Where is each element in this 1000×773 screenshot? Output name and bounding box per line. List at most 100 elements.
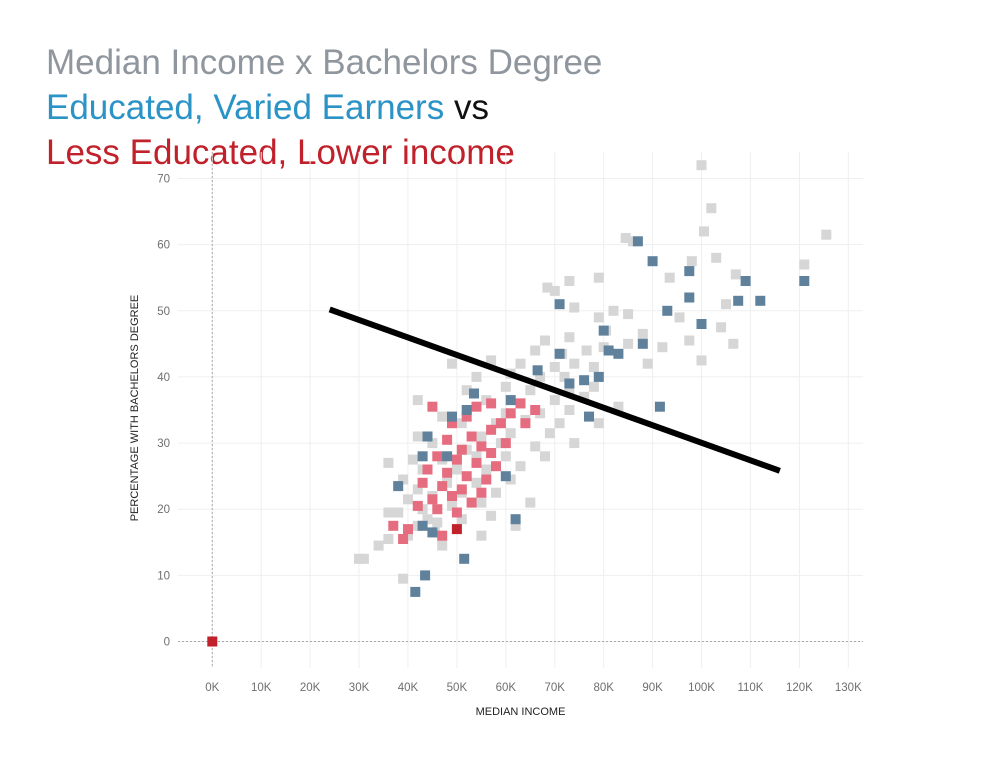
data-point bbox=[412, 395, 423, 406]
data-point bbox=[549, 285, 560, 296]
data-point bbox=[593, 272, 604, 283]
data-point bbox=[549, 362, 560, 372]
data-point bbox=[451, 524, 462, 535]
chart-title-block: Median Income x Bachelors Degree Educate… bbox=[46, 40, 602, 175]
data-point bbox=[544, 428, 555, 439]
data-point bbox=[471, 371, 482, 382]
data-point bbox=[696, 355, 707, 366]
data-point bbox=[696, 319, 707, 329]
data-point bbox=[447, 411, 457, 422]
data-point bbox=[721, 299, 731, 310]
data-point bbox=[407, 454, 418, 465]
data-point bbox=[520, 418, 531, 429]
data-point bbox=[476, 487, 487, 498]
data-point bbox=[684, 335, 695, 346]
data-point bbox=[716, 322, 727, 333]
y-axis-label: PERCENTAGE WITH BACHELORS DEGREE bbox=[129, 295, 141, 522]
data-point bbox=[422, 431, 433, 442]
data-point bbox=[420, 570, 431, 581]
data-point bbox=[403, 494, 413, 505]
data-point bbox=[662, 305, 673, 316]
data-point bbox=[403, 524, 413, 535]
data-point bbox=[593, 371, 604, 382]
data-point bbox=[417, 451, 428, 462]
data-point bbox=[447, 418, 457, 429]
data-point bbox=[469, 388, 479, 399]
y-axis-ticks: 0 10 20 30 40 50 60 70 bbox=[157, 173, 170, 648]
data-point bbox=[510, 520, 521, 531]
data-point bbox=[432, 517, 443, 528]
data-point bbox=[442, 451, 453, 462]
zero-lines bbox=[178, 152, 863, 668]
x-tick-label: 100K bbox=[688, 682, 715, 694]
chart-title: Median Income x Bachelors Degree bbox=[46, 43, 603, 82]
data-point bbox=[500, 451, 511, 462]
data-point bbox=[398, 474, 409, 485]
data-point bbox=[728, 338, 739, 349]
data-point bbox=[393, 507, 404, 518]
data-point bbox=[799, 276, 810, 286]
data-point bbox=[459, 553, 470, 564]
x-axis-label: MEDIAN INCOME bbox=[476, 706, 566, 718]
data-point bbox=[456, 418, 467, 429]
grid-lines bbox=[178, 152, 863, 668]
x-axis-ticks: 0K 10K 20K 30K 40K 50K 60K 70K 80K 90K 100K 110K 120… bbox=[205, 682, 862, 694]
data-point bbox=[525, 497, 536, 508]
data-points bbox=[207, 160, 832, 647]
data-point bbox=[481, 474, 492, 485]
data-point bbox=[427, 401, 438, 412]
data-point bbox=[733, 295, 744, 306]
data-point bbox=[699, 226, 709, 237]
y-tick-label: 40 bbox=[157, 372, 170, 384]
data-point bbox=[564, 276, 575, 286]
data-point bbox=[417, 477, 428, 488]
data-point bbox=[647, 256, 658, 267]
data-point bbox=[461, 471, 472, 482]
data-point bbox=[530, 405, 541, 415]
data-point bbox=[740, 276, 751, 286]
data-point bbox=[500, 381, 511, 392]
data-point bbox=[486, 355, 497, 366]
data-point bbox=[530, 441, 541, 452]
data-point bbox=[451, 464, 462, 475]
data-point bbox=[674, 312, 685, 323]
data-point bbox=[471, 477, 482, 488]
data-point bbox=[569, 358, 580, 369]
data-point bbox=[422, 464, 433, 475]
data-point bbox=[417, 520, 428, 531]
data-point bbox=[564, 385, 575, 396]
y-tick-label: 10 bbox=[157, 570, 170, 582]
data-point bbox=[491, 461, 501, 472]
subtitle-educated: Educated bbox=[46, 88, 194, 127]
data-point bbox=[461, 411, 472, 422]
x-tick-label: 50K bbox=[447, 682, 468, 694]
data-point bbox=[447, 491, 457, 501]
data-point bbox=[410, 586, 421, 597]
data-point bbox=[461, 405, 472, 415]
x-tick-label: 120K bbox=[786, 682, 813, 694]
y-tick-label: 50 bbox=[157, 306, 170, 318]
data-point bbox=[491, 487, 501, 498]
data-point bbox=[510, 514, 521, 525]
data-point bbox=[427, 438, 438, 449]
data-point bbox=[535, 371, 546, 382]
data-point bbox=[412, 500, 423, 511]
data-point bbox=[481, 464, 492, 475]
data-point bbox=[437, 540, 448, 551]
chart-subtitle-line-3: Less Educated, Lower income bbox=[46, 133, 515, 172]
data-point bbox=[373, 540, 384, 551]
data-point bbox=[632, 236, 643, 247]
chart-subtitle-line-2: Educated, Varied Earners vs bbox=[46, 85, 602, 130]
x-tick-label: 60K bbox=[496, 682, 517, 694]
data-point bbox=[525, 385, 536, 396]
data-point bbox=[532, 365, 543, 376]
data-point bbox=[554, 299, 565, 310]
data-point bbox=[393, 481, 404, 492]
data-point bbox=[588, 381, 599, 392]
data-point bbox=[456, 444, 467, 455]
data-point bbox=[540, 451, 550, 462]
x-tick-label: 80K bbox=[593, 682, 614, 694]
data-point bbox=[593, 418, 604, 429]
data-point bbox=[711, 252, 722, 263]
